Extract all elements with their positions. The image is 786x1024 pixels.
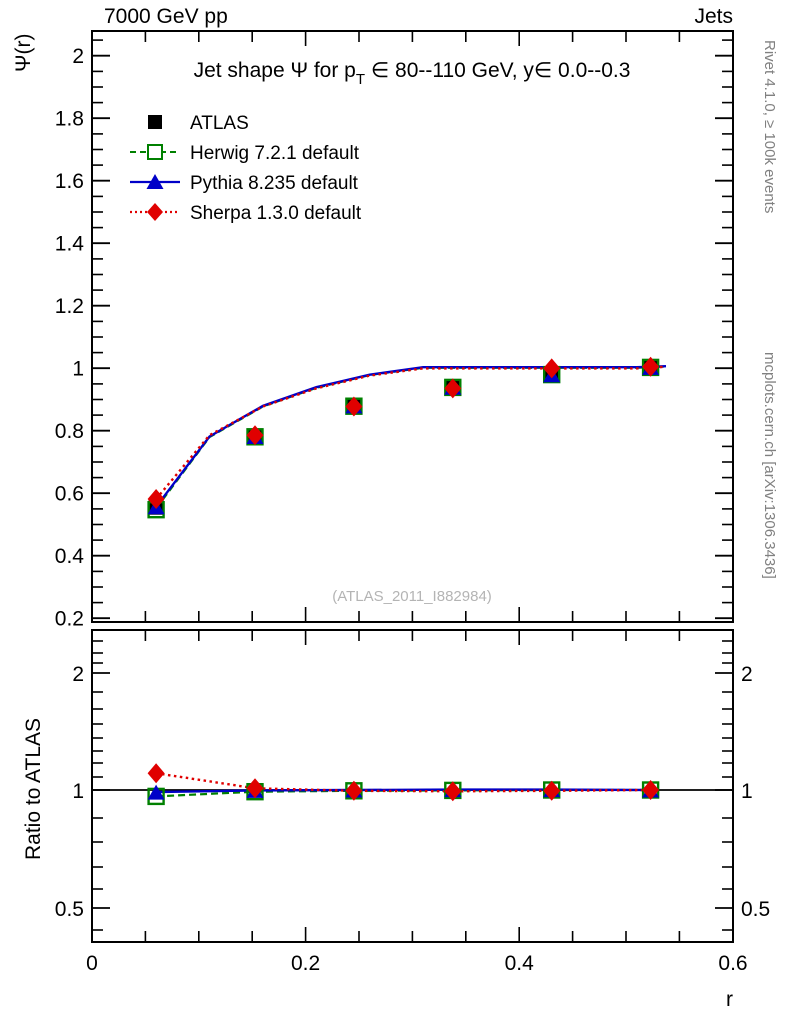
ratio-y-ticks — [92, 640, 733, 931]
series-markers-pythia — [147, 359, 660, 515]
ytick-1.2: 1.2 — [55, 295, 84, 318]
ratio-ytick-2-right: 2 — [741, 663, 753, 686]
ratio-line-pythia — [156, 788, 651, 794]
ytick-0.4: 0.4 — [55, 545, 85, 568]
legend-entry-herwig[interactable]: Herwig 7.2.1 default — [130, 143, 360, 164]
main-panel-frame — [91, 30, 734, 623]
ytick-1.4: 1.4 — [55, 233, 85, 256]
square-filled-icon — [148, 115, 162, 129]
series-line-sherpa — [155, 365, 667, 500]
diamond-filled-icon — [147, 203, 163, 221]
ratio-y-tick-labels: 2 1 0.5 2 1 0.5 — [55, 663, 770, 921]
legend: ATLAS Herwig 7.2.1 default Pythia 8.235 … — [130, 113, 362, 224]
ratio-ytick-0.5-right: 0.5 — [741, 898, 770, 921]
header-left: 7000 GeV pp — [104, 5, 228, 28]
x-tick-labels: 0 0.2 0.4 0.6 — [86, 952, 747, 975]
legend-label-herwig: Herwig 7.2.1 default — [190, 143, 360, 164]
ytick-1.0: 1 — [72, 358, 84, 381]
ytick-1.6: 1.6 — [55, 170, 84, 193]
ratio-y-axis-label: Ratio to ATLAS — [22, 718, 45, 860]
ratio-line-sherpa — [155, 772, 651, 793]
series-line-herwig — [155, 365, 667, 510]
legend-label-pythia: Pythia 8.235 default — [190, 173, 359, 194]
main-y-ticks — [92, 39, 733, 620]
series-markers-atlas — [148, 359, 659, 515]
series-markers-herwig — [147, 358, 660, 519]
analysis-watermark: (ATLAS_2011_I882984) — [332, 588, 492, 605]
main-data-series — [147, 356, 667, 519]
header-right: Jets — [694, 5, 733, 28]
ratio-ytick-2-left: 2 — [72, 663, 84, 686]
square-open-icon — [147, 144, 163, 160]
xtick-0.4: 0.4 — [505, 952, 535, 975]
main-y-axis-label: Ψ(r) — [12, 33, 35, 72]
legend-entry-pythia[interactable]: Pythia 8.235 default — [130, 173, 359, 194]
main-x-ticks — [91, 31, 734, 622]
ratio-data-series — [147, 763, 660, 806]
legend-entry-atlas[interactable]: ATLAS — [148, 113, 249, 134]
series-markers-sherpa — [147, 356, 660, 509]
xtick-0: 0 — [86, 952, 98, 975]
series-line-pythia — [155, 365, 667, 508]
side-text-mcplots: mcplots.cern.ch [arXiv:1306.3436] — [761, 352, 778, 579]
side-text-rivet: Rivet 4.1.0, ≥ 100k events — [761, 40, 778, 213]
plot-title-rest: ∈ 80--110 GeV, y∈ 0.0--0.3 — [365, 59, 630, 82]
legend-label-atlas: ATLAS — [190, 113, 249, 134]
ratio-x-ticks — [91, 630, 734, 942]
ytick-0.6: 0.6 — [55, 483, 84, 506]
ytick-2.0: 2 — [72, 45, 84, 68]
ytick-0.2: 0.2 — [55, 608, 84, 631]
ytick-1.8: 1.8 — [55, 108, 84, 131]
plot-title-main: Jet shape Ψ for p — [194, 59, 356, 82]
ratio-ytick-1-left: 1 — [72, 780, 84, 803]
triangle-filled-icon — [146, 174, 164, 189]
plot-title: Jet shape Ψ for pT ∈ 80--110 GeV, y∈ 0.0… — [194, 59, 631, 88]
xtick-0.2: 0.2 — [291, 952, 320, 975]
ratio-ytick-0.5-left: 0.5 — [55, 898, 84, 921]
x-axis-label: r — [726, 988, 733, 1011]
ytick-0.8: 0.8 — [55, 420, 84, 443]
ratio-ytick-1-right: 1 — [741, 780, 753, 803]
ratio-panel-frame — [91, 629, 734, 943]
plot-title-subscript: T — [356, 71, 365, 88]
legend-entry-sherpa[interactable]: Sherpa 1.3.0 default — [130, 203, 362, 224]
main-y-tick-labels: 2 1.8 1.6 1.4 1.2 1 0.8 0.6 0.4 0.2 — [55, 45, 85, 631]
legend-label-sherpa: Sherpa 1.3.0 default — [190, 203, 362, 224]
ratio-markers-sherpa — [147, 763, 660, 802]
xtick-0.6: 0.6 — [718, 952, 747, 975]
